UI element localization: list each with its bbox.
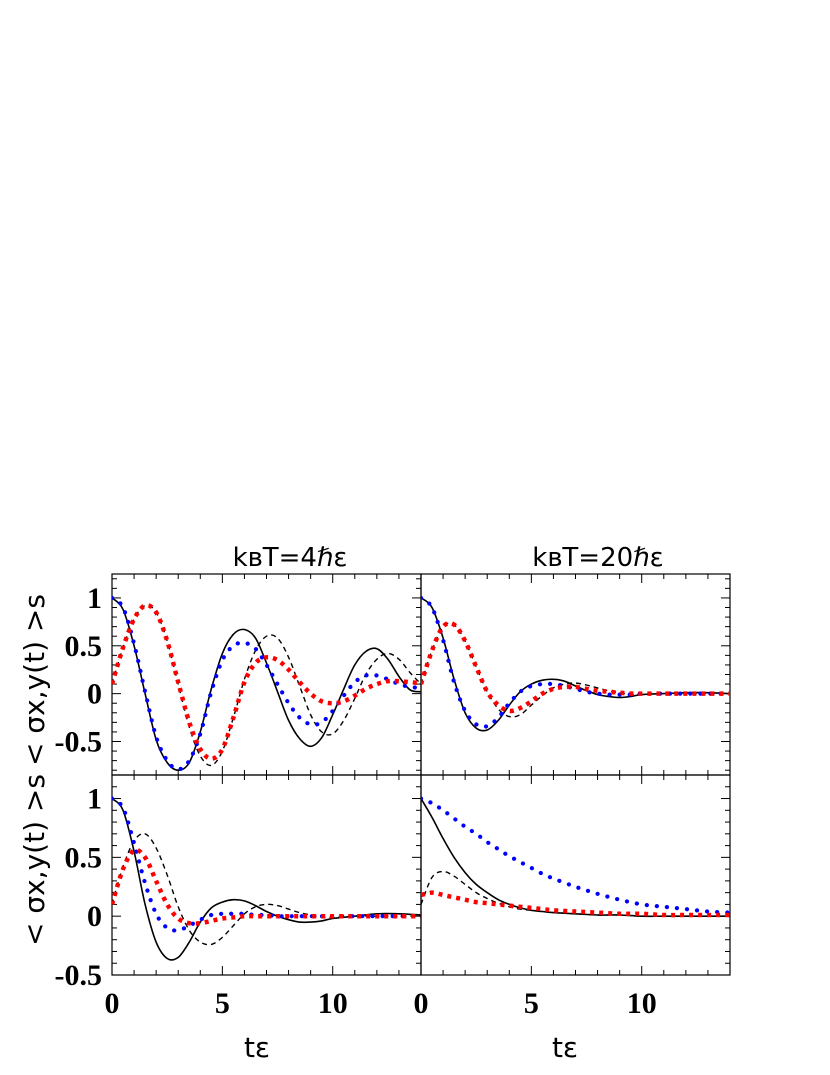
x-tick-label: 5 [524,987,539,1020]
x-tick-label: 5 [215,987,230,1020]
series-line-dotted [421,796,730,915]
y-tick-label: -0.5 [55,959,103,992]
x-tick-label: 0 [414,987,429,1020]
plot-frame [111,774,422,976]
series-line-dashed [421,870,730,917]
x-axis-label-left: tε [244,1031,270,1064]
panel-top-right [420,573,731,776]
series-group [421,595,730,732]
x-tick-label: 10 [627,987,657,1020]
y-axis-label-bottom: < σx,y(t) >s [18,774,51,946]
y-tick-label: 0 [87,678,102,711]
series-group [112,595,421,772]
series-line-dashdot [421,890,730,918]
series-line-dotted [421,595,730,729]
column-title-right: kʙT=20ℏε [532,543,663,573]
y-tick-label: 1 [87,783,102,816]
series-line-dashed [421,622,730,718]
series-line-solid [421,597,730,732]
plot-frame [420,573,731,776]
panel-bottom-left: 10.50-0.50 5 10 [55,774,422,1020]
y-tick-label: 1 [87,582,102,615]
y-tick-label: 0 [87,900,102,933]
y-tick-label: 0.5 [65,630,103,663]
series-line-solid [112,597,421,772]
x-axis-label-right: tε [552,1031,578,1064]
panel-top-left: 1 0.5 0 -0.5 [55,573,422,776]
y-tick-label: 0.5 [65,841,103,874]
series-line-dotted [112,595,421,772]
series-line-solid [112,797,421,961]
column-title-left: kʙT=4ℏε [233,543,348,573]
series-line-dashdot [112,603,421,761]
series-group [112,796,421,961]
y-tick-label: -0.5 [55,726,103,759]
series-line-dashdot [421,620,730,714]
panel-bottom-right: 0 5 10 [414,774,731,1020]
series-line-solid [421,798,730,918]
x-tick-label: 0 [105,987,120,1020]
y-axis-label-top: < σx,y(t) >s [18,594,51,766]
panels: 10.50-0.510.50-0.50 5 10 0 5 10 [55,573,731,1020]
series-line-dashdot [112,847,421,926]
series-group [421,796,730,918]
x-tick-label: 10 [318,987,348,1020]
series-line-dashed [112,832,421,946]
